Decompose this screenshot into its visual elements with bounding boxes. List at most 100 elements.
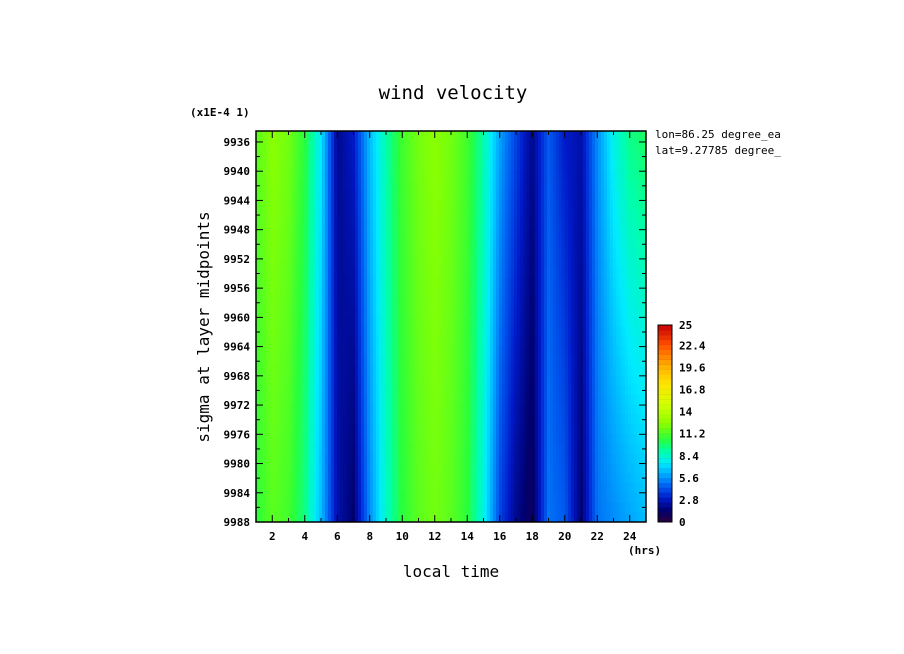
heatmap-cell xyxy=(424,150,428,161)
heatmap-cell xyxy=(439,277,443,289)
heatmap-cell xyxy=(457,365,461,376)
heatmap-cell xyxy=(361,170,365,181)
heatmap-cell xyxy=(643,160,646,171)
heatmap-cell xyxy=(496,189,500,201)
heatmap-cell xyxy=(538,267,542,279)
heatmap-cell xyxy=(601,463,605,474)
heatmap-cell xyxy=(592,434,596,445)
heatmap-cell xyxy=(616,482,620,494)
heatmap-cell xyxy=(448,385,452,396)
heatmap-cell xyxy=(475,189,479,201)
heatmap-cell xyxy=(541,365,545,376)
heatmap-cell xyxy=(598,209,602,220)
heatmap-cell xyxy=(520,424,524,435)
heatmap-cell xyxy=(601,443,605,455)
heatmap-cell xyxy=(337,443,341,455)
heatmap-cell xyxy=(589,424,593,435)
heatmap-cell xyxy=(334,453,338,464)
heatmap-cell xyxy=(565,463,569,474)
heatmap-cell xyxy=(520,434,524,445)
heatmap-cell xyxy=(520,179,524,191)
heatmap-cell xyxy=(271,306,275,318)
heatmap-cell xyxy=(310,424,314,435)
heatmap-cell xyxy=(595,473,599,484)
heatmap-cell xyxy=(286,492,290,504)
heatmap-cell xyxy=(568,394,572,406)
heatmap-cell xyxy=(385,248,389,259)
heatmap-cell xyxy=(613,297,617,308)
heatmap-cell xyxy=(634,463,638,474)
heatmap-cell xyxy=(460,287,464,298)
heatmap-cell xyxy=(520,131,524,142)
heatmap-cell xyxy=(445,375,449,386)
heatmap-cell xyxy=(286,209,290,220)
heatmap-cell xyxy=(514,258,518,269)
heatmap-cell xyxy=(427,218,431,230)
heatmap-cell xyxy=(283,131,287,142)
heatmap-cell xyxy=(631,346,635,357)
heatmap-cell xyxy=(361,297,365,308)
heatmap-cell xyxy=(406,248,410,259)
heatmap-cell xyxy=(334,482,338,494)
heatmap-cell xyxy=(604,306,608,318)
heatmap-cell xyxy=(397,267,401,279)
heatmap-cell xyxy=(274,434,278,445)
heatmap-cell xyxy=(520,160,524,171)
heatmap-cell xyxy=(571,365,575,376)
heatmap-cell xyxy=(595,209,599,220)
heatmap-cell xyxy=(343,238,347,249)
heatmap-cell xyxy=(616,140,620,152)
heatmap-cell xyxy=(265,228,269,240)
heatmap-cell xyxy=(511,306,515,318)
heatmap-cell xyxy=(259,394,263,406)
heatmap-cell xyxy=(370,365,374,376)
heatmap-cell xyxy=(490,385,494,396)
heatmap-cell xyxy=(565,258,569,269)
heatmap-cell xyxy=(400,258,404,269)
heatmap-cell xyxy=(550,189,554,201)
heatmap-cell xyxy=(517,277,521,289)
heatmap-cell xyxy=(640,189,644,201)
heatmap-cell xyxy=(562,375,566,386)
heatmap-cell xyxy=(355,150,359,161)
heatmap-cell xyxy=(475,463,479,474)
heatmap-cell xyxy=(292,404,296,416)
heatmap-cell xyxy=(571,306,575,318)
heatmap-cell xyxy=(595,453,599,464)
heatmap-cell xyxy=(391,140,395,152)
heatmap-cell xyxy=(394,414,398,425)
heatmap-cell xyxy=(304,346,308,357)
heatmap-cell xyxy=(262,365,266,376)
heatmap-cell xyxy=(631,326,635,337)
heatmap-cell xyxy=(283,267,287,279)
heatmap-cell xyxy=(439,443,443,455)
heatmap-cell xyxy=(274,297,278,308)
heatmap-cell xyxy=(637,482,641,494)
heatmap-cell xyxy=(616,150,620,161)
heatmap-cell xyxy=(544,492,548,504)
heatmap-cell xyxy=(316,375,320,386)
heatmap-cell xyxy=(562,482,566,494)
heatmap-cell xyxy=(433,189,437,201)
heatmap-cell xyxy=(394,238,398,249)
heatmap-cell xyxy=(544,297,548,308)
heatmap-cell xyxy=(640,179,644,191)
heatmap-cell xyxy=(511,287,515,298)
heatmap-cell xyxy=(370,434,374,445)
heatmap-cell xyxy=(598,199,602,210)
heatmap-cell xyxy=(562,492,566,504)
heatmap-cell xyxy=(301,326,305,337)
heatmap-cell xyxy=(406,434,410,445)
heatmap-cell xyxy=(607,199,611,210)
heatmap-cell xyxy=(349,394,353,406)
heatmap-cell xyxy=(610,394,614,406)
heatmap-cell xyxy=(529,365,533,376)
heatmap-cell xyxy=(379,414,383,425)
heatmap-cell xyxy=(535,287,539,298)
heatmap-cell xyxy=(586,267,590,279)
heatmap-cell xyxy=(574,306,578,318)
heatmap-cell xyxy=(616,297,620,308)
heatmap-cell xyxy=(481,414,485,425)
heatmap-cell xyxy=(643,150,646,161)
heatmap-cell xyxy=(601,404,605,416)
